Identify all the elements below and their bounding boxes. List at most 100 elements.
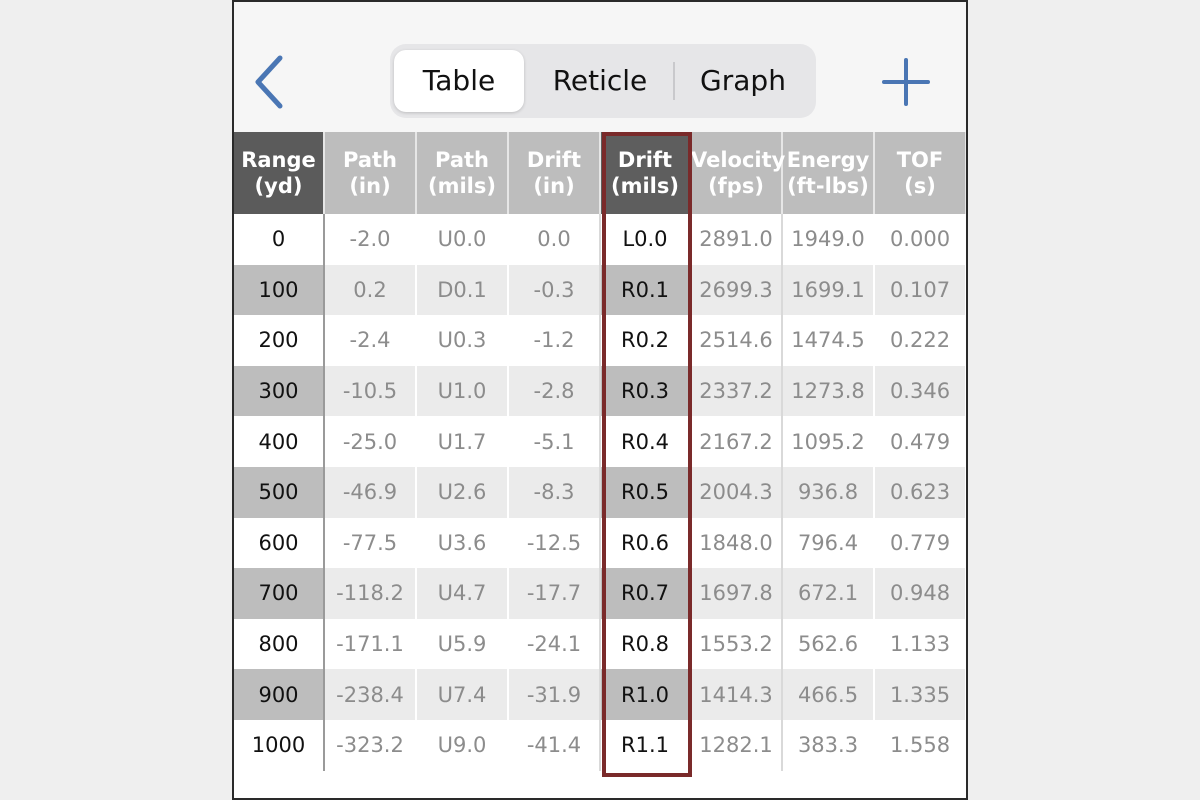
table-cell: 700 [234, 568, 325, 619]
table-cell: -2.0 [324, 214, 417, 265]
table-cell: 1848.0 [690, 517, 783, 569]
table-row: 800 -171.1 U5.9 -24.1 R0.8 1553.2 562.6 1.133 [234, 618, 966, 670]
table-cell: D0.1 [416, 264, 509, 316]
table-cell: R0.5 [600, 466, 691, 518]
table-cell: 1095.2 [782, 416, 875, 467]
column-header-line1: Path [435, 148, 489, 172]
table-row: 600 -77.5 U3.6 -12.5 R0.6 1848.0 796.4 0.779 [234, 517, 966, 569]
chevron-left-icon [255, 55, 283, 109]
table-cell: 900 [234, 669, 325, 720]
table-cell: 383.3 [782, 719, 875, 771]
table-cell: R0.8 [600, 618, 691, 670]
table-row: 200 -2.4 U0.3 -1.2 R0.2 2514.6 1474.5 0.222 [234, 315, 966, 366]
table-cell: U5.9 [416, 618, 509, 670]
table-cell: R0.4 [600, 416, 691, 467]
table-cell: 2337.2 [690, 365, 783, 417]
tab-table[interactable]: Table [394, 50, 524, 112]
drift-mils-header: Drift (mils) [600, 132, 691, 214]
table-cell: 0.346 [874, 365, 966, 417]
table-cell: -46.9 [324, 466, 417, 518]
table-cell: 1553.2 [690, 618, 783, 670]
column-header-line1: TOF [896, 148, 944, 172]
table-row: 400 -25.0 U1.7 -5.1 R0.4 2167.2 1095.2 0.479 [234, 416, 966, 467]
table-cell: U2.6 [416, 466, 509, 518]
table-cell: -25.0 [324, 416, 417, 467]
column-header-line2: (mils) [611, 174, 679, 198]
table-row: 300 -10.5 U1.0 -2.8 R0.3 2337.2 1273.8 0.346 [234, 365, 966, 417]
table-cell: -17.7 [508, 568, 601, 619]
column-header-line1: Drift [617, 148, 673, 172]
table-row: 100 0.2 D0.1 -0.3 R0.1 2699.3 1699.1 0.107 [234, 264, 966, 316]
table-cell: -24.1 [508, 618, 601, 670]
table-cell: 500 [234, 466, 325, 518]
table-cell: 2514.6 [690, 315, 783, 366]
column-header-line2: (fps) [708, 174, 764, 198]
column-header-line1: Range [241, 148, 316, 172]
table-cell: 1273.8 [782, 365, 875, 417]
table-cell: -2.8 [508, 365, 601, 417]
table-cell: 562.6 [782, 618, 875, 670]
tof-header: TOF (s) [874, 132, 966, 214]
table-cell: 1000 [234, 719, 325, 771]
column-header-line2: (ft-lbs) [787, 174, 869, 198]
table-cell: 2167.2 [690, 416, 783, 467]
tab-reticle[interactable]: Reticle [552, 64, 648, 97]
table-cell: R0.6 [600, 517, 691, 569]
table-cell: 0.779 [874, 517, 966, 569]
table-cell: 796.4 [782, 517, 875, 569]
table-cell: -171.1 [324, 618, 417, 670]
table-cell: U4.7 [416, 568, 509, 619]
table-cell: 1699.1 [782, 264, 875, 316]
column-header-line1: Energy [786, 148, 870, 172]
table-cell: -10.5 [324, 365, 417, 417]
table-cell: 1.133 [874, 618, 966, 670]
table-cell: 1949.0 [782, 214, 875, 265]
table-cell: 2891.0 [690, 214, 783, 265]
table-cell: R0.7 [600, 568, 691, 619]
phone-screen: Table Reticle Graph Range (yd) Path (in) Pat… [232, 0, 968, 800]
table-cell: 0.107 [874, 264, 966, 316]
table-cell: -5.1 [508, 416, 601, 467]
table-cell: 0 [234, 214, 325, 265]
table-cell: 2004.3 [690, 466, 783, 518]
view-segmented-control: Table Reticle Graph [390, 44, 816, 118]
table-cell: -0.3 [508, 264, 601, 316]
path-mils-header: Path (mils) [416, 132, 509, 214]
table-body: 0 -2.0 U0.0 0.0 L0.0 2891.0 1949.0 0.000 100 0.2 D… [234, 214, 966, 771]
background-right [968, 0, 1200, 800]
back-button[interactable] [250, 52, 290, 112]
segment-divider [673, 62, 675, 100]
path-in-header: Path (in) [324, 132, 417, 214]
drift-in-header: Drift (in) [508, 132, 601, 214]
table-row: 1000 -323.2 U9.0 -41.4 R1.1 1282.1 383.3 1.558 [234, 719, 966, 771]
table-header-row: Range (yd) Path (in) Path (mils) Drift (in) Drif… [234, 132, 966, 214]
column-header-line2: (mils) [428, 174, 496, 198]
table-cell: U0.0 [416, 214, 509, 265]
table-cell: 800 [234, 618, 325, 670]
table-cell: -41.4 [508, 719, 601, 771]
nav-header: Table Reticle Graph [234, 2, 966, 132]
table-cell: U0.3 [416, 315, 509, 366]
table-cell: 0.2 [324, 264, 417, 316]
tab-graph[interactable]: Graph [700, 64, 786, 97]
energy-header: Energy (ft-lbs) [782, 132, 875, 214]
add-button[interactable] [878, 54, 934, 110]
plus-icon [882, 58, 930, 106]
table-cell: 2699.3 [690, 264, 783, 316]
table-cell: 0.222 [874, 315, 966, 366]
table-cell: 672.1 [782, 568, 875, 619]
table-cell: 300 [234, 365, 325, 417]
table-cell: U1.0 [416, 365, 509, 417]
table-cell: 600 [234, 517, 325, 569]
table-cell: U7.4 [416, 669, 509, 720]
range-header: Range (yd) [234, 132, 325, 214]
column-header-line2: (in) [533, 174, 575, 198]
table-cell: -12.5 [508, 517, 601, 569]
table-cell: 466.5 [782, 669, 875, 720]
table-cell: -31.9 [508, 669, 601, 720]
table-cell: 936.8 [782, 466, 875, 518]
ballistics-table: Range (yd) Path (in) Path (mils) Drift (in) Drif… [234, 132, 966, 771]
table-cell: 1697.8 [690, 568, 783, 619]
column-header-line2: (yd) [254, 174, 303, 198]
table-cell: L0.0 [600, 214, 691, 265]
